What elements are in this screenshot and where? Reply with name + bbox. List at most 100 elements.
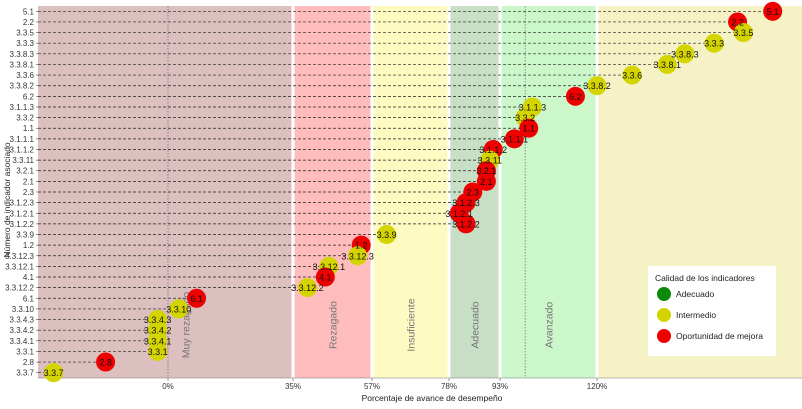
data-point	[44, 363, 64, 383]
data-label: 3.1.1.1	[501, 134, 529, 144]
data-label: 3.3.4.2	[144, 326, 172, 336]
y-tick-label: 3.3.8.3	[10, 50, 35, 59]
data-label: 2.8	[99, 358, 112, 368]
data-label: 3.3.11	[478, 156, 502, 166]
data-label: 3.3.3	[704, 39, 724, 49]
legend-swatch	[657, 308, 671, 322]
data-point	[763, 1, 783, 21]
x-tick-label: 120%	[587, 382, 607, 391]
data-label: 3.3.12.1	[313, 262, 346, 272]
data-point	[96, 352, 116, 372]
data-label: 2.3	[467, 188, 480, 198]
y-tick-label: 3.3.2	[16, 114, 34, 123]
data-label: 3.3.4.1	[144, 336, 172, 346]
data-label: 3.3.10	[166, 304, 191, 314]
y-tick-label: 3.3.1	[16, 347, 34, 356]
data-label: 5.1	[766, 7, 779, 17]
data-label: 3.3.12.2	[291, 283, 324, 293]
data-points: 5.1 2.23.3.5 3.3.3 3.3.8.33.3.8.1 3.3.6 3.3.8…	[44, 1, 783, 383]
x-axis-title: Porcentaje de avance de desempeño	[362, 393, 503, 403]
y-tick-label: 3.1.2.3	[10, 199, 35, 208]
data-point	[377, 225, 397, 245]
y-axis-title: Número de indicador asociado	[2, 142, 12, 258]
data-point	[148, 341, 168, 361]
data-label: 3.1.2.3	[452, 198, 480, 208]
data-label: 2.1	[480, 177, 493, 187]
y-tick-label: 3.3.10	[12, 305, 35, 314]
data-point	[456, 214, 476, 234]
data-label: 1.1	[522, 124, 535, 134]
data-point	[476, 171, 496, 191]
data-label: 3.2.1	[476, 166, 496, 176]
data-label: 3.1.2.1	[445, 209, 473, 219]
data-label: 3.3.2	[515, 113, 535, 123]
data-point	[519, 118, 539, 138]
y-tick-label: 3.3.4.2	[10, 326, 35, 335]
data-point	[504, 129, 524, 149]
y-tick-label: 3.2.1	[16, 167, 34, 176]
data-label: 3.3.7	[44, 368, 64, 378]
y-tick-label: 3.3.12.3	[5, 252, 34, 261]
legend: Calidad de los indicadores Adecuado Inter…	[648, 266, 776, 356]
data-label: 3.1.1.3	[519, 102, 547, 112]
y-tick-label: 6.1	[23, 294, 35, 303]
y-tick-label: 3.3.7	[16, 369, 34, 378]
data-label: 3.3.8.1	[654, 60, 682, 70]
x-tick-label: 78%	[441, 382, 457, 391]
data-point	[348, 246, 368, 266]
y-tick-label: 3.3.4.3	[10, 316, 35, 325]
y-axis: 5.1 2.2 3.3.53.3.3 3.3.8.33.3.8.1 3.3.6 3.3.8…	[5, 7, 38, 378]
data-label: 6.1	[190, 294, 203, 304]
data-label: 3.1.1.2	[479, 145, 507, 155]
data-label: 3.1.2.2	[452, 219, 480, 229]
y-tick-label: 3.1.2.1	[10, 209, 35, 218]
legend-title: Calidad de los indicadores	[655, 273, 755, 283]
data-label: 2.2	[731, 17, 744, 27]
data-point	[733, 23, 753, 43]
y-tick-label: 4.1	[23, 273, 35, 282]
legend-item-label: Oportunidad de mejora	[676, 331, 763, 341]
zone-backgrounds	[38, 6, 802, 378]
y-tick-label: 2.3	[23, 188, 35, 197]
y-tick-label: 3.3.3	[16, 39, 34, 48]
legend-items: Adecuado Intermedio Oportunidad de mejora	[657, 287, 763, 343]
data-point	[622, 65, 642, 85]
data-label: 3.3.9	[377, 230, 397, 240]
y-tick-label: 3.3.8.1	[10, 60, 35, 69]
y-tick-label: 2.2	[23, 18, 35, 27]
data-label: 3.3.4.3	[144, 315, 172, 325]
y-tick-label: 2.8	[23, 358, 35, 367]
data-point	[169, 299, 189, 319]
data-point	[704, 33, 724, 53]
data-point	[657, 54, 677, 74]
legend-item-label: Intermedio	[676, 310, 716, 320]
zone-label: Rezagado	[328, 301, 340, 349]
data-label: 4.1	[319, 273, 332, 283]
y-tick-label: 6.2	[23, 92, 35, 101]
zone-band-4	[500, 6, 597, 378]
y-tick-label: 1.1	[23, 124, 35, 133]
y-tick-label: 3.3.12.1	[5, 262, 34, 271]
zone-label: Insuficiente	[406, 298, 418, 351]
data-label: 3.3.12.3	[341, 251, 374, 261]
legend-item-label: Adecuado	[676, 289, 715, 299]
data-point	[675, 44, 695, 64]
x-tick-label: 0%	[162, 382, 174, 391]
data-label: 3.3.1	[148, 347, 168, 357]
x-axis: 0% 35% 57% 78% 93% 120%	[38, 377, 802, 391]
data-label: 3.3.5	[733, 28, 753, 38]
y-tick-label: 3.3.12.2	[5, 284, 34, 293]
data-label: 3.3.8.2	[583, 81, 611, 91]
data-point	[565, 86, 585, 106]
data-label: 1.2	[355, 241, 368, 251]
y-tick-label: 3.1.2.2	[10, 220, 35, 229]
x-tick-label: 35%	[285, 382, 301, 391]
data-label: 6.2	[569, 92, 582, 102]
y-tick-label: 3.3.4.1	[10, 337, 35, 346]
legend-swatch	[657, 329, 671, 343]
data-label: 3.3.8.3	[671, 49, 699, 59]
guide-lines	[38, 10, 773, 374]
data-point	[587, 76, 607, 96]
